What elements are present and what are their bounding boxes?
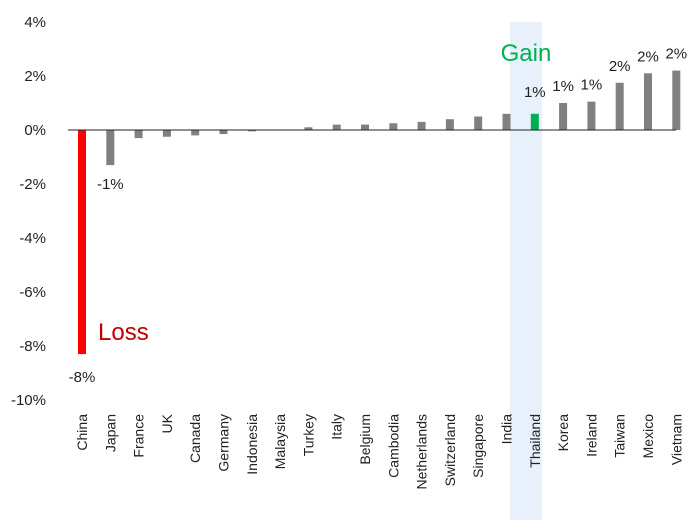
bar-thailand (530, 113, 539, 130)
data-label-china: -8% (69, 369, 96, 386)
bar-india (502, 113, 511, 130)
bar-turkey (304, 127, 313, 130)
category-label-india: India (499, 414, 515, 445)
category-label-vietnam: Vietnam (668, 414, 684, 465)
bar-belgium (361, 124, 369, 130)
bar-ireland (587, 101, 596, 130)
category-label-korea: Korea (555, 414, 571, 452)
category-label-japan: Japan (102, 414, 118, 452)
bar-indonesia (247, 130, 256, 132)
category-label-canada: Canada (187, 414, 203, 463)
bar-canada (191, 130, 200, 136)
bar-cambodia (389, 123, 398, 130)
y-tick-label: 2% (24, 68, 46, 85)
bar-vietnam (672, 70, 681, 130)
category-label-mexico: Mexico (640, 414, 656, 459)
bar-switzerland (445, 119, 454, 130)
bar-italy (332, 124, 341, 130)
category-label-italy: Italy (329, 414, 345, 440)
bar-korea (559, 103, 568, 130)
y-axis: 4% 2% 0% -2% -4% -6% -8% -10% (11, 14, 46, 409)
bar-germany (219, 130, 228, 135)
data-label-taiwan: 2% (609, 58, 631, 75)
bar-china (78, 130, 86, 355)
bar-uk (162, 130, 171, 137)
y-tick-label: 0% (24, 122, 46, 139)
data-label-ireland: 1% (581, 77, 603, 94)
data-label-vietnam: 2% (665, 46, 687, 63)
bars (78, 70, 681, 355)
category-label-malaysia: Malaysia (272, 414, 288, 469)
category-label-cambodia: Cambodia (385, 414, 401, 478)
category-label-germany: Germany (216, 414, 232, 472)
loss-annotation: Loss (98, 319, 149, 346)
y-tick-label: -8% (19, 338, 46, 355)
category-label-ireland: Ireland (583, 414, 599, 457)
category-label-uk: UK (159, 413, 175, 433)
category-label-singapore: Singapore (470, 414, 486, 478)
category-label-thailand: Thailand (527, 414, 543, 468)
gain-annotation: Gain (501, 40, 552, 67)
y-tick-label: -6% (19, 284, 46, 301)
highlight-band (510, 22, 542, 520)
bar-singapore (474, 116, 483, 130)
bar-taiwan (615, 82, 624, 130)
category-label-belgium: Belgium (357, 414, 373, 465)
category-labels: China Japan France UK Canada Germany Indonesia… (74, 413, 684, 489)
category-label-taiwan: Taiwan (612, 414, 628, 458)
y-tick-label: 4% (24, 14, 46, 31)
data-labels: -8% -1% 1% 1% 1% 2% 2% 2% (69, 46, 687, 387)
bar-netherlands (417, 121, 426, 130)
data-label-korea: 1% (552, 78, 574, 95)
category-label-indonesia: Indonesia (244, 414, 260, 475)
category-label-netherlands: Netherlands (414, 414, 430, 490)
bar-mexico (644, 73, 652, 130)
category-label-turkey: Turkey (300, 414, 316, 456)
y-tick-label: -4% (19, 230, 46, 247)
data-label-japan: -1% (97, 176, 124, 193)
category-label-china: China (74, 414, 90, 451)
bar-japan (106, 130, 115, 166)
y-tick-label: -10% (11, 392, 46, 409)
category-label-switzerland: Switzerland (442, 414, 458, 486)
data-label-thailand: 1% (524, 84, 546, 101)
category-label-france: France (131, 414, 147, 458)
bar-france (134, 130, 143, 139)
y-tick-label: -2% (19, 176, 46, 193)
data-label-mexico: 2% (637, 48, 659, 65)
